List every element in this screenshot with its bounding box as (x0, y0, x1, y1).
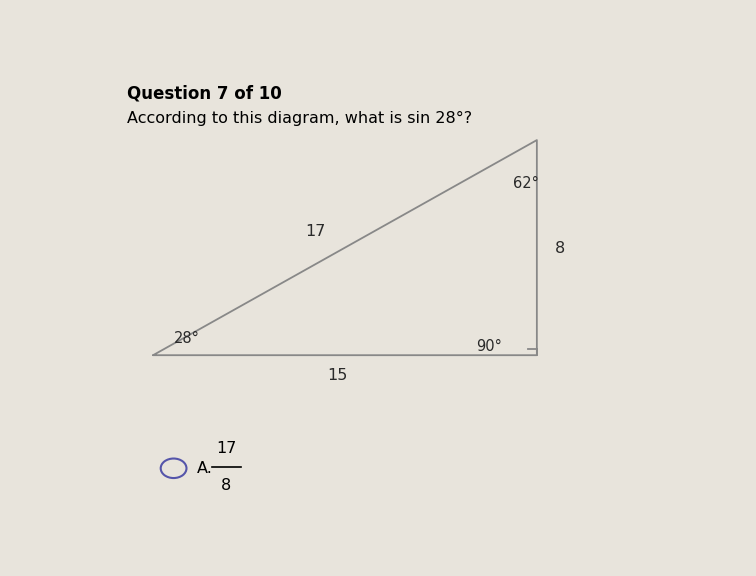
Text: 90°: 90° (476, 339, 502, 354)
Text: 17: 17 (305, 223, 326, 238)
Text: According to this diagram, what is sin 28°?: According to this diagram, what is sin 2… (127, 111, 472, 126)
Text: 28°: 28° (174, 331, 200, 346)
Text: 8: 8 (222, 478, 231, 493)
Text: 15: 15 (327, 369, 348, 384)
Text: 8: 8 (554, 241, 565, 256)
Text: A.: A. (197, 461, 213, 476)
Text: 62°: 62° (513, 176, 539, 191)
Text: 17: 17 (216, 441, 237, 456)
Text: Question 7 of 10: Question 7 of 10 (127, 85, 281, 103)
